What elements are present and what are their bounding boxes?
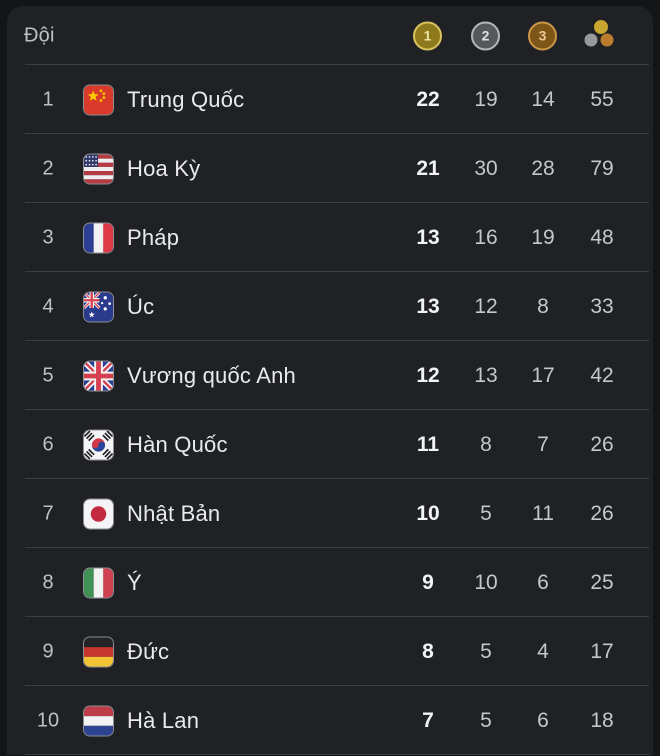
table-row: 4 Úc 13 12 8 33 <box>7 272 653 341</box>
table-row: 6 Hàn Quốc 11 8 7 26 <box>7 410 653 479</box>
table-row: 1 Trung Quốc 22 19 14 55 <box>7 65 653 134</box>
rank: 9 <box>42 640 54 662</box>
bronze-count: 11 <box>532 501 554 525</box>
gold-count: 21 <box>416 156 440 180</box>
bronze-count: 17 <box>531 363 555 387</box>
bronze-count: 28 <box>531 156 555 180</box>
rank: 5 <box>42 364 54 386</box>
rank: 10 <box>36 709 60 731</box>
total-count: 42 <box>590 363 614 387</box>
table-row: 10 Hà Lan 7 5 6 18 <box>7 686 653 755</box>
bronze-medal-icon: 3 <box>528 21 557 50</box>
country-name: Đức <box>127 638 170 664</box>
gold-count: 7 <box>422 708 434 732</box>
gold-count: 22 <box>416 87 440 111</box>
gold-count: 12 <box>416 363 440 387</box>
rank: 4 <box>42 295 54 317</box>
total-count: 17 <box>590 639 614 663</box>
gold-medal-icon: 1 <box>413 21 442 50</box>
country-name: Hà Lan <box>127 707 200 733</box>
silver-count: 16 <box>474 225 498 249</box>
country-name: Úc <box>127 293 155 319</box>
rank: 2 <box>42 157 54 179</box>
medal-table: Đội 1 2 3 1 Trung Quốc 22 19 14 55 2 Hoa Kỳ 21 3… <box>7 6 653 755</box>
bronze-count: 6 <box>537 708 549 732</box>
bronze-count: 6 <box>537 570 549 594</box>
country-name: Hàn Quốc <box>127 431 228 457</box>
table-row: 9 Đức 8 5 4 17 <box>7 617 653 686</box>
total-count: 25 <box>590 570 614 594</box>
table-row: 2 Hoa Kỳ 21 30 28 79 <box>7 134 653 203</box>
total-count: 79 <box>590 156 614 180</box>
country-flag-icon <box>84 568 113 597</box>
silver-count: 19 <box>474 87 498 111</box>
country-flag-icon <box>84 154 113 183</box>
silver-count: 5 <box>480 501 492 525</box>
rank: 6 <box>42 433 54 455</box>
rank: 3 <box>42 226 54 248</box>
country-flag-icon <box>84 430 113 459</box>
gold-count: 13 <box>416 225 440 249</box>
country-flag-icon <box>84 499 113 528</box>
gold-count: 9 <box>422 570 434 594</box>
bronze-count: 4 <box>537 639 549 663</box>
team-column-header: Đội <box>24 24 55 46</box>
rank: 7 <box>42 502 54 524</box>
bronze-count: 7 <box>537 432 549 456</box>
country-name: Hoa Kỳ <box>127 155 201 181</box>
total-medals-icon <box>584 20 614 47</box>
bronze-count: 8 <box>537 294 549 318</box>
country-name: Vương quốc Anh <box>127 362 296 388</box>
total-count: 33 <box>590 294 614 318</box>
bronze-count: 19 <box>531 225 555 249</box>
silver-count: 30 <box>474 156 498 180</box>
silver-count: 10 <box>474 570 498 594</box>
total-count: 18 <box>590 708 614 732</box>
gold-count: 10 <box>416 501 440 525</box>
total-count: 55 <box>590 87 614 111</box>
country-flag-icon <box>84 361 113 390</box>
gold-count: 8 <box>422 639 434 663</box>
table-row: 5 Vương quốc Anh 12 13 17 42 <box>7 341 653 410</box>
rank: 1 <box>42 88 54 110</box>
country-flag-icon <box>84 292 113 321</box>
gold-count: 13 <box>416 294 440 318</box>
country-name: Nhật Bản <box>127 500 221 526</box>
country-flag-icon <box>84 706 113 735</box>
total-count: 26 <box>590 432 614 456</box>
table-row: 7 Nhật Bản 10 5 11 26 <box>7 479 653 548</box>
gold-count: 11 <box>416 432 440 456</box>
country-flag-icon <box>84 85 113 114</box>
silver-count: 8 <box>480 432 492 456</box>
country-name: Pháp <box>127 224 180 250</box>
silver-count: 5 <box>480 708 492 732</box>
country-flag-icon <box>84 223 113 252</box>
country-name: Ý <box>127 569 142 595</box>
table-row: 3 Pháp 13 16 19 48 <box>7 203 653 272</box>
country-name: Trung Quốc <box>127 86 245 112</box>
silver-count: 5 <box>480 639 492 663</box>
medal-table-header: Đội 1 2 3 <box>7 6 653 65</box>
bronze-count: 14 <box>531 87 555 111</box>
silver-medal-icon: 2 <box>471 21 500 50</box>
silver-count: 12 <box>474 294 498 318</box>
total-count: 48 <box>590 225 614 249</box>
country-flag-icon <box>84 637 113 666</box>
table-row: 8 Ý 9 10 6 25 <box>7 548 653 617</box>
silver-count: 13 <box>474 363 498 387</box>
total-count: 26 <box>590 501 614 525</box>
rank: 8 <box>42 571 54 593</box>
